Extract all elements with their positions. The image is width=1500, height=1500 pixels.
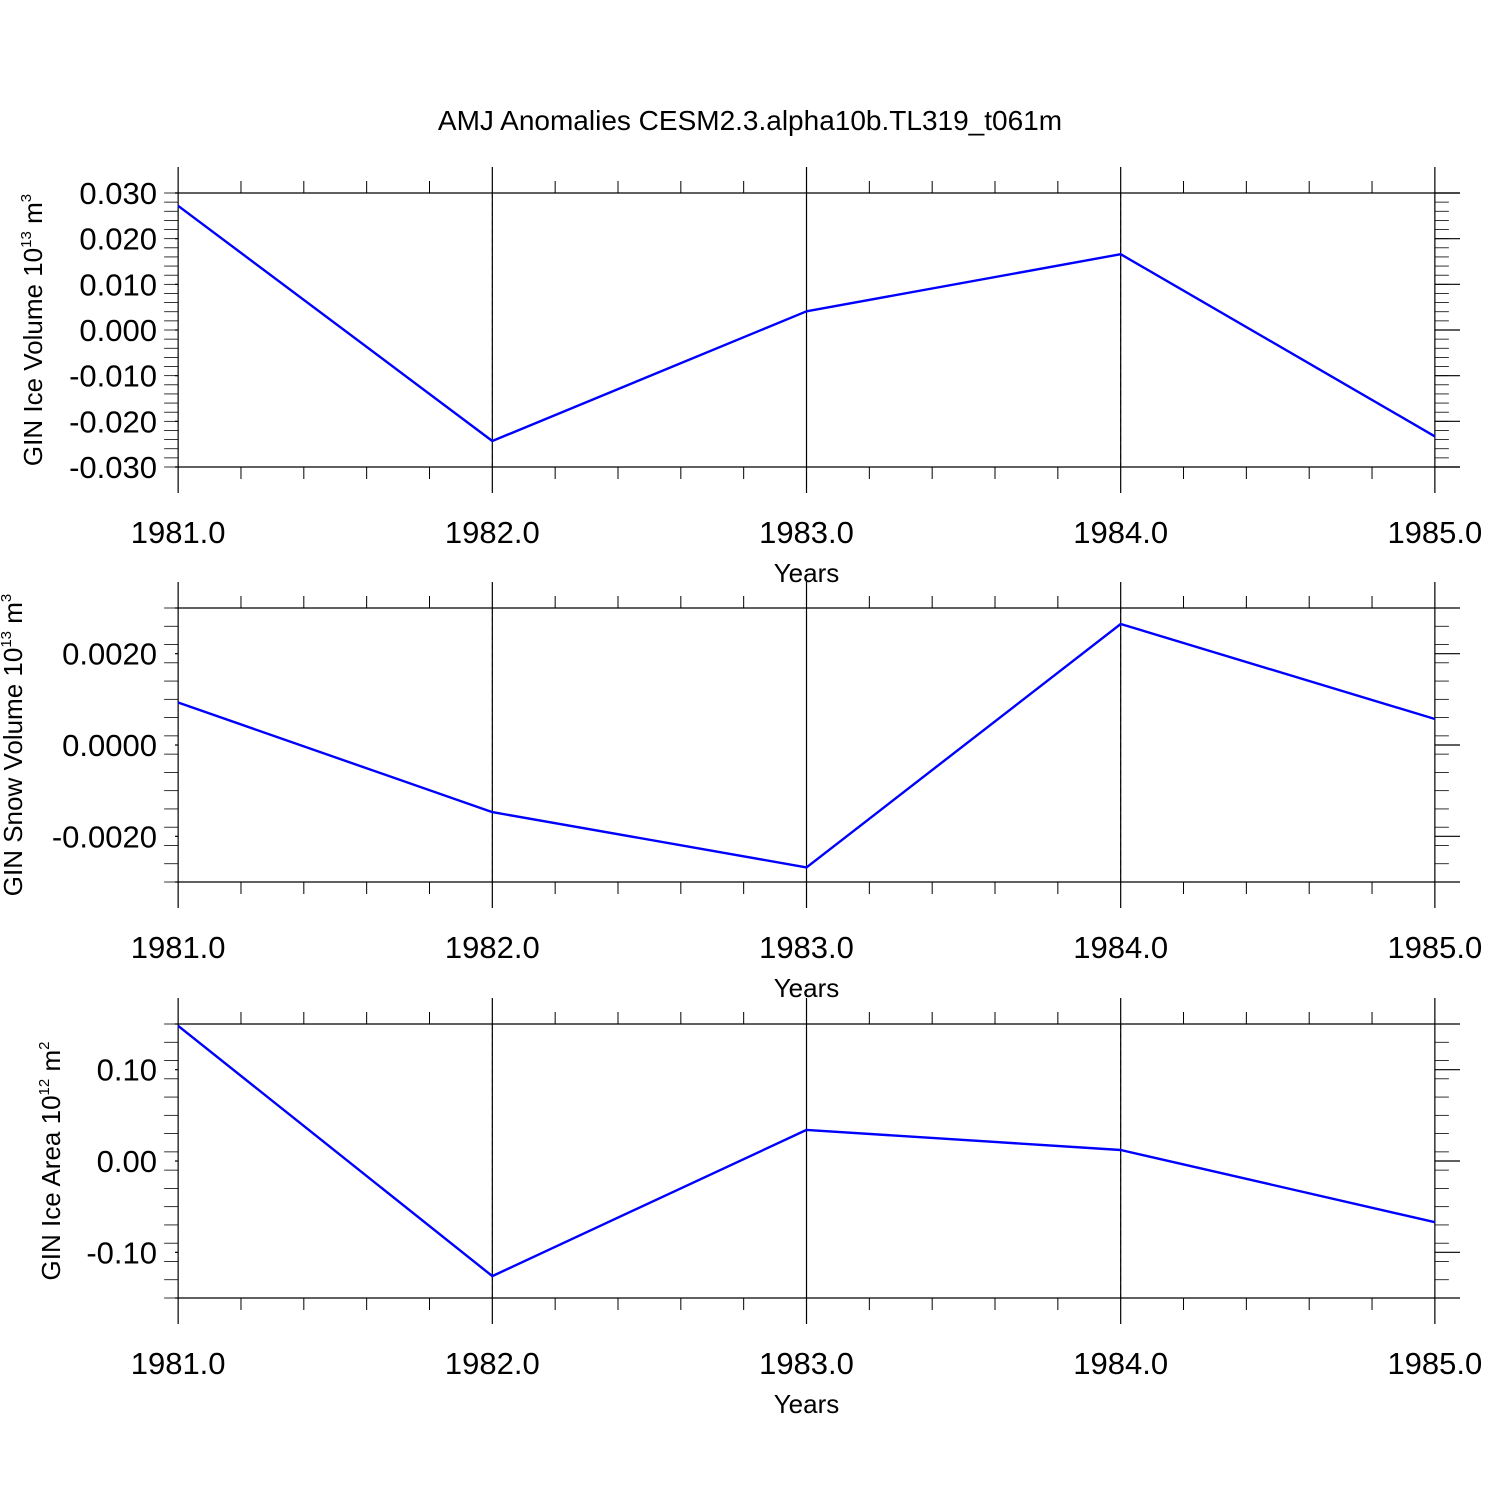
x-tick-label: 1985.0 xyxy=(1387,515,1482,550)
y-tick-label: -0.020 xyxy=(69,404,157,439)
x-axis-label: Years xyxy=(774,1389,840,1419)
figure-title: AMJ Anomalies CESM2.3.alpha10b.TL319_t06… xyxy=(438,105,1062,136)
x-tick-label: 1982.0 xyxy=(445,1346,540,1381)
y-tick-label: 0.0020 xyxy=(62,637,157,672)
x-tick-label: 1983.0 xyxy=(759,515,854,550)
y-axis-label: GIN Ice Volume 1013 m3 xyxy=(18,194,48,466)
x-tick-label: 1982.0 xyxy=(445,515,540,550)
chart-panel-3: 1981.0 1982.0 1983.0 1984.0 1985.0 0.10 0.00 -0… xyxy=(36,998,1482,1419)
y-tick-label: -0.010 xyxy=(69,359,157,394)
chart-panel-1: 1981.0 1982.0 1983.0 1984.0 1985.0 0.030 0.020… xyxy=(18,167,1482,588)
x-tick-label: 1985.0 xyxy=(1387,1346,1482,1381)
x-tick-label: 1984.0 xyxy=(1073,930,1168,965)
y-tick-label: 0.00 xyxy=(97,1144,157,1179)
y-tick-label: 0.10 xyxy=(97,1053,157,1088)
y-tick-label: -0.030 xyxy=(69,450,157,485)
y-tick-label: -0.10 xyxy=(86,1235,157,1270)
x-tick-label: 1984.0 xyxy=(1073,515,1168,550)
y-tick-label: -0.0020 xyxy=(52,819,157,854)
x-tick-label: 1984.0 xyxy=(1073,1346,1168,1381)
x-tick-label: 1981.0 xyxy=(131,1346,226,1381)
x-tick-label: 1983.0 xyxy=(759,930,854,965)
x-tick-label: 1982.0 xyxy=(445,930,540,965)
y-tick-label: 0.0000 xyxy=(62,728,157,763)
x-tick-label: 1981.0 xyxy=(131,930,226,965)
y-tick-label: 0.030 xyxy=(79,176,157,211)
x-tick-label: 1985.0 xyxy=(1387,930,1482,965)
x-tick-label: 1983.0 xyxy=(759,1346,854,1381)
y-axis-label: GIN Snow Volume 1013 m3 xyxy=(0,594,28,897)
x-tick-label: 1981.0 xyxy=(131,515,226,550)
chart-panel-2: 1981.0 1982.0 1983.0 1984.0 1985.0 0.0020 0.00… xyxy=(0,582,1482,1003)
y-tick-label: 0.020 xyxy=(79,222,157,257)
chart-panels: 1981.0 1982.0 1983.0 1984.0 1985.0 0.030 0.020… xyxy=(0,167,1482,1419)
y-tick-label: 0.010 xyxy=(79,267,157,302)
y-tick-label: 0.000 xyxy=(79,313,157,348)
y-axis-label: GIN Ice Area 1012 m2 xyxy=(36,1042,66,1281)
